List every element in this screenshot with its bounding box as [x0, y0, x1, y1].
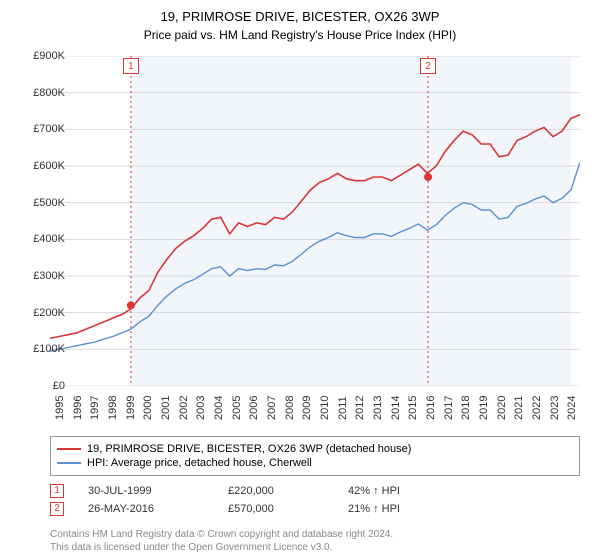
y-tick-label: £600K	[33, 160, 65, 172]
y-tick-label: £800K	[33, 87, 65, 99]
x-tick-label: 2000	[142, 396, 154, 420]
x-tick-label: 2019	[478, 396, 490, 420]
sales-date: 30-JUL-1999	[88, 485, 228, 497]
footer-line: This data is licensed under the Open Gov…	[50, 541, 393, 554]
x-tick-label: 2017	[443, 396, 455, 420]
x-tick-label: 2016	[425, 396, 437, 420]
x-tick-label: 2021	[513, 396, 525, 420]
x-tick-label: 1999	[125, 396, 137, 420]
line-chart	[50, 56, 580, 386]
sales-row: 1 30-JUL-1999£220,00042% ↑ HPI	[50, 484, 468, 498]
x-tick-label: 2002	[178, 396, 190, 420]
sale-marker-box: 1	[50, 484, 64, 498]
sale-marker: 1	[123, 58, 139, 74]
legend: 19, PRIMROSE DRIVE, BICESTER, OX26 3WP (…	[50, 436, 580, 476]
x-tick-label: 2001	[160, 396, 172, 420]
legend-item: HPI: Average price, detached house, Cher…	[57, 457, 573, 469]
x-tick-label: 1997	[89, 396, 101, 420]
x-tick-label: 2003	[195, 396, 207, 420]
sales-date: 26-MAY-2016	[88, 503, 228, 515]
x-tick-label: 2015	[407, 396, 419, 420]
sales-table: 1 30-JUL-1999£220,00042% ↑ HPI 2 26-MAY-201…	[50, 484, 468, 520]
legend-item: 19, PRIMROSE DRIVE, BICESTER, OX26 3WP (…	[57, 443, 573, 455]
sales-price: £570,000	[228, 503, 348, 515]
y-tick-label: £300K	[33, 270, 65, 282]
x-tick-label: 2005	[231, 396, 243, 420]
legend-label: HPI: Average price, detached house, Cher…	[87, 457, 312, 469]
legend-swatch	[57, 448, 81, 450]
legend-label: 19, PRIMROSE DRIVE, BICESTER, OX26 3WP (…	[87, 443, 411, 455]
x-tick-label: 2011	[337, 396, 349, 420]
x-tick-label: 1996	[72, 396, 84, 420]
y-tick-label: £500K	[33, 197, 65, 209]
footer-attribution: Contains HM Land Registry data © Crown c…	[50, 528, 393, 554]
x-tick-label: 2024	[566, 396, 578, 420]
x-tick-label: 2004	[213, 396, 225, 420]
x-tick-label: 1995	[54, 396, 66, 420]
footer-line: Contains HM Land Registry data © Crown c…	[50, 528, 393, 541]
sale-marker-box: 2	[50, 502, 64, 516]
sales-price: £220,000	[228, 485, 348, 497]
x-tick-label: 2009	[301, 396, 313, 420]
y-tick-label: £0	[53, 380, 65, 392]
y-tick-label: £900K	[33, 50, 65, 62]
x-tick-label: 2012	[354, 396, 366, 420]
x-tick-label: 2008	[284, 396, 296, 420]
y-tick-label: £700K	[33, 123, 65, 135]
x-tick-label: 2020	[496, 396, 508, 420]
chart-container: 19, PRIMROSE DRIVE, BICESTER, OX26 3WP P…	[0, 0, 600, 560]
y-tick-label: £400K	[33, 233, 65, 245]
x-tick-label: 2006	[248, 396, 260, 420]
y-tick-label: £100K	[33, 343, 65, 355]
sale-marker: 2	[420, 58, 436, 74]
sales-delta: 21% ↑ HPI	[348, 503, 468, 515]
y-tick-label: £200K	[33, 307, 65, 319]
x-tick-label: 2014	[390, 396, 402, 420]
x-tick-label: 2018	[460, 396, 472, 420]
x-tick-label: 2007	[266, 396, 278, 420]
x-tick-label: 2013	[372, 396, 384, 420]
x-tick-label: 2022	[531, 396, 543, 420]
legend-swatch	[57, 462, 81, 464]
page-subtitle: Price paid vs. HM Land Registry's House …	[0, 28, 600, 42]
sales-delta: 42% ↑ HPI	[348, 485, 468, 497]
x-tick-label: 1998	[107, 396, 119, 420]
sales-row: 2 26-MAY-2016£570,00021% ↑ HPI	[50, 502, 468, 516]
page-title: 19, PRIMROSE DRIVE, BICESTER, OX26 3WP	[0, 0, 600, 26]
x-tick-label: 2023	[549, 396, 561, 420]
chart-area: 12	[50, 56, 580, 386]
x-tick-label: 2010	[319, 396, 331, 420]
